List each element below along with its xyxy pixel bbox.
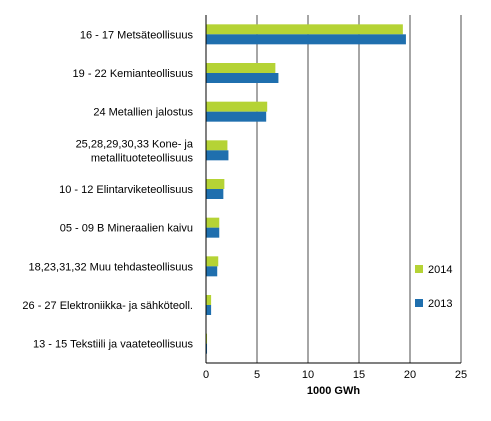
bar-2013 bbox=[206, 111, 267, 122]
legend-label-2014: 2014 bbox=[428, 264, 452, 276]
category-label: 13 - 15 Tekstiili ja vaateteollisuus bbox=[33, 339, 193, 351]
category-label: metallituoteteollisuus bbox=[91, 152, 194, 164]
category-label: 16 - 17 Metsäteollisuus bbox=[80, 29, 194, 41]
category-label: 19 - 22 Kemianteollisuus bbox=[73, 68, 194, 80]
x-tick-label: 0 bbox=[203, 369, 209, 381]
x-axis-label: 1000 GWh bbox=[306, 385, 361, 397]
bar-2014 bbox=[206, 24, 403, 35]
category-label: 10 - 12 Elintarviketeollisuus bbox=[59, 184, 193, 196]
bar-2014 bbox=[206, 217, 220, 228]
bar-2014 bbox=[206, 179, 225, 189]
bar-2013 bbox=[206, 150, 229, 161]
legend-swatch-2014 bbox=[415, 265, 423, 273]
category-label: 24 Metallien jalostus bbox=[93, 107, 193, 119]
bar-2013 bbox=[206, 189, 224, 199]
bar-2014 bbox=[206, 256, 219, 267]
bar-2013 bbox=[206, 227, 220, 238]
bar-2013 bbox=[206, 34, 406, 45]
legend-label-2013: 2013 bbox=[428, 298, 452, 310]
bar-2014 bbox=[206, 140, 228, 151]
bar-2013 bbox=[206, 266, 218, 277]
bar-2013 bbox=[206, 343, 208, 354]
bar-2014 bbox=[206, 295, 212, 305]
bar-2014 bbox=[206, 63, 276, 73]
bar-2013 bbox=[206, 73, 279, 83]
category-label: 18,23,31,32 Muu tehdasteollisuus bbox=[28, 261, 193, 273]
x-tick-label: 5 bbox=[254, 369, 260, 381]
bar-2013 bbox=[206, 305, 212, 315]
x-tick-label: 20 bbox=[404, 369, 416, 381]
category-label: 26 - 27 Elektroniikka- ja sähköteoll. bbox=[22, 300, 193, 312]
legend-swatch-2013 bbox=[415, 299, 423, 307]
bar-2014 bbox=[206, 333, 208, 344]
x-tick-label: 25 bbox=[455, 369, 467, 381]
x-tick-label: 15 bbox=[353, 369, 365, 381]
category-label: 25,28,29,30,33 Kone- ja bbox=[76, 138, 194, 150]
category-label: 05 - 09 B Mineraalien kaivu bbox=[60, 223, 193, 235]
x-tick-label: 10 bbox=[302, 369, 314, 381]
bar-2014 bbox=[206, 101, 268, 112]
